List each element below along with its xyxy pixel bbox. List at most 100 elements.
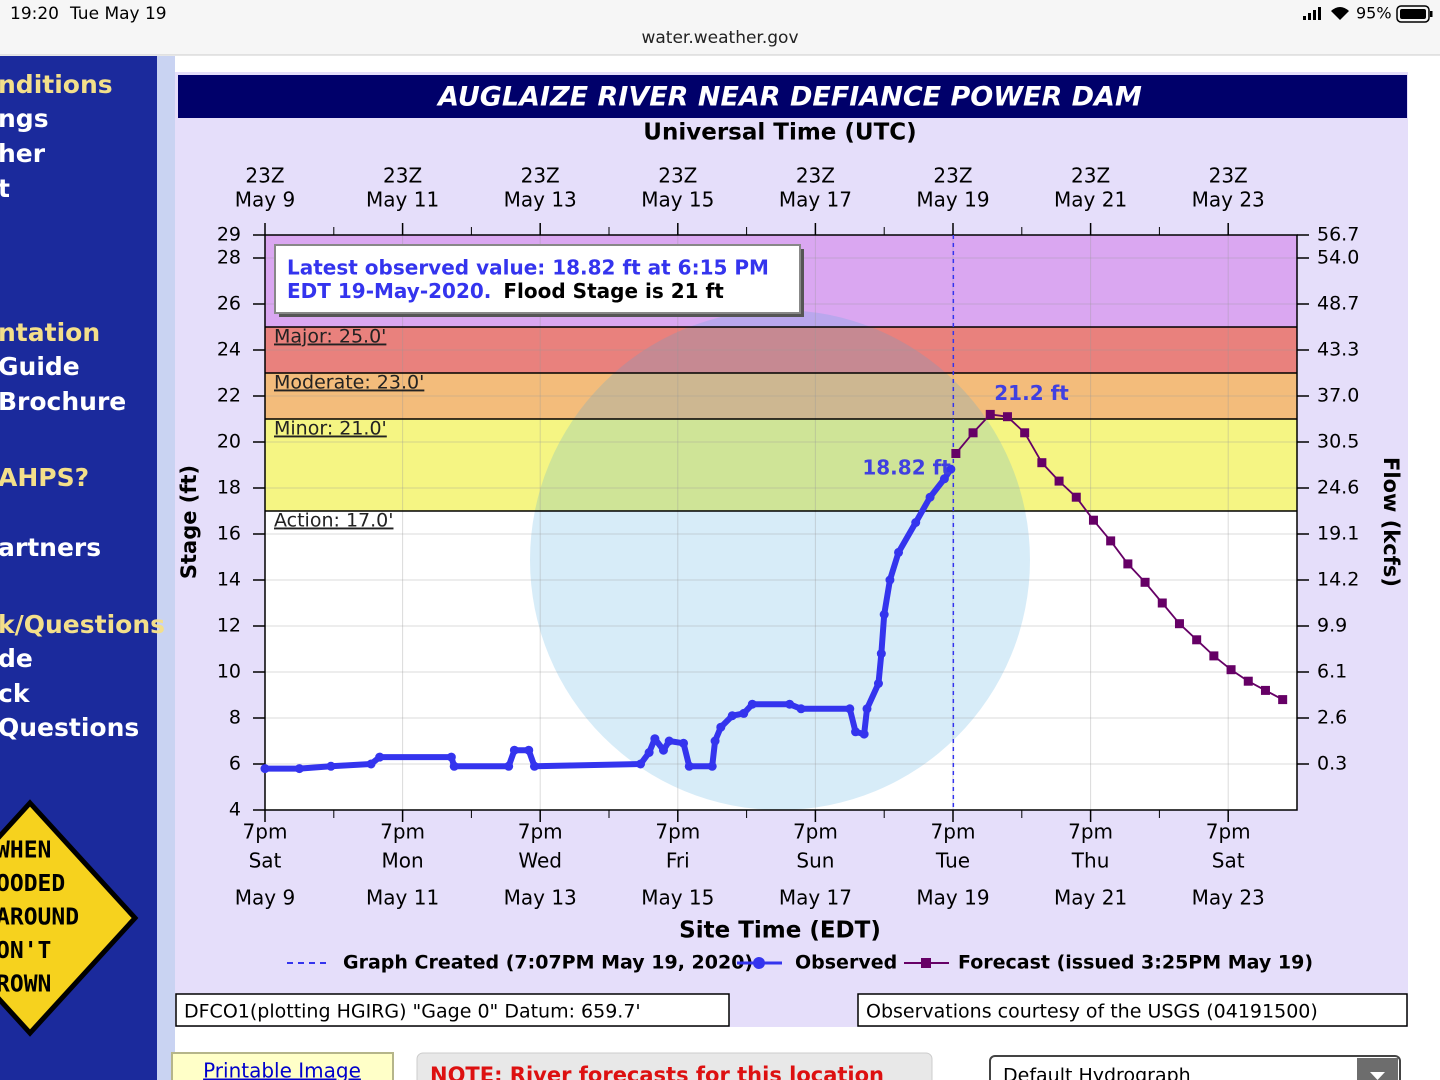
forecast-point [1243, 676, 1253, 686]
sign-line: ROWN [0, 972, 51, 998]
sidebar-link[interactable]: ngs [0, 104, 49, 133]
y2-tick-label: 14.2 [1317, 569, 1359, 591]
top-x-tick-label: May 9 [235, 188, 295, 212]
top-x-tick-label: May 21 [1054, 188, 1127, 212]
y-tick-label: 8 [229, 707, 241, 729]
chart-title: AUGLAIZE RIVER NEAR DEFIANCE POWER DAM [436, 82, 1142, 113]
forecast-point [1174, 619, 1184, 629]
select-arrow-box[interactable] [1357, 1058, 1398, 1080]
flood-label: Minor: 21.0' [274, 418, 387, 440]
observed-point [650, 734, 660, 744]
forecast-point [1054, 476, 1064, 486]
sidebar-links: nditions ngs her t ntation Guide Brochure AHPS?… [0, 70, 165, 742]
observed-point [873, 679, 883, 688]
info-date: EDT 19-May-2020. [287, 279, 491, 303]
sidebar-link[interactable]: ntation [0, 318, 100, 347]
x-tick-label: May 13 [504, 886, 577, 910]
sidebar-link[interactable]: AHPS? [0, 463, 89, 492]
battery-icon [1396, 5, 1433, 23]
y-tick-label: 16 [217, 523, 241, 545]
top-x-tick-label: May 13 [504, 188, 577, 212]
info-line: Latest observed value: 18.82 ft at 6:15 … [287, 256, 769, 280]
sign-line: WHEN [0, 838, 51, 864]
footer-left-box [175, 993, 730, 1027]
sidebar-link[interactable]: ck [0, 679, 31, 708]
y2-tick-label: 24.6 [1317, 477, 1359, 499]
observed-point [524, 745, 534, 755]
x-tick-label: 7pm [518, 820, 563, 844]
url[interactable]: water.weather.gov [641, 28, 798, 48]
forecast-point [1002, 412, 1012, 422]
y-tick-label: 6 [229, 753, 241, 775]
sign-line: AROUND [0, 905, 79, 931]
plot: Major: 25.0' Moderate: 23.0' Minor: 21.0' A… [217, 164, 1360, 974]
sidebar-gutter [157, 56, 175, 1080]
flood-label: Action: 17.0' [274, 510, 393, 532]
y2-tick-label: 37.0 [1317, 385, 1359, 407]
forecast-point [1140, 577, 1150, 587]
observed-point [636, 759, 646, 769]
observed-point [684, 761, 694, 771]
x-tick-label: 7pm [1206, 820, 1251, 844]
info-box [274, 244, 801, 314]
top-x-tick-label: May 23 [1192, 188, 1265, 212]
printable-link[interactable]: Printable Image [203, 1059, 361, 1080]
y2-tick-label: 19.1 [1317, 523, 1359, 545]
flood-stage: Flood Stage is 21 ft [503, 279, 724, 303]
sidebar-link[interactable]: t [0, 174, 10, 203]
observed-point [504, 761, 514, 771]
top-axis-label: Universal Time (UTC) [643, 120, 916, 146]
forecast-point [968, 428, 978, 438]
forecast-point [1209, 651, 1219, 661]
x-tick-label: Wed [518, 849, 562, 873]
observed-point [375, 752, 385, 762]
observed-point [294, 764, 304, 774]
observed-point [939, 474, 949, 484]
observed-point [679, 738, 689, 748]
forecast-point [985, 409, 995, 419]
x-tick-label: May 11 [366, 886, 439, 910]
legend-label: Observed [795, 952, 897, 974]
observed-point [747, 699, 757, 709]
observed-point [509, 745, 519, 755]
status-bar [0, 0, 1440, 55]
forecast-point [1192, 635, 1202, 645]
observed-point [710, 736, 720, 746]
wifi-icon [1331, 7, 1349, 20]
observed-point [845, 704, 855, 714]
forecast-point [1123, 559, 1133, 569]
footer-right: Observations courtesy of the USGS (04191… [866, 1001, 1318, 1023]
observed-point [879, 610, 889, 619]
sidebar-link[interactable]: k/Questions [0, 610, 165, 639]
y-axis-label: Stage (ft) [177, 465, 201, 579]
sidebar-link[interactable]: Guide [0, 352, 80, 381]
sidebar-link[interactable]: Brochure [0, 387, 126, 416]
x-tick-label: 7pm [931, 820, 976, 844]
forecast-point [1071, 492, 1081, 502]
forecast-point [951, 449, 961, 458]
sidebar-link[interactable]: artners [0, 533, 101, 562]
x-tick-label: Sat [1212, 849, 1245, 873]
sidebar-link[interactable]: her [0, 139, 46, 168]
x-tick-label: Thu [1071, 849, 1110, 873]
note-text: NOTE: River forecasts for this location [430, 1063, 884, 1080]
sidebar-link[interactable]: Questions [0, 713, 139, 742]
x-tick-label: May 19 [916, 886, 989, 910]
sidebar-link[interactable]: nditions [0, 70, 113, 99]
footer-left: DFCO1(plotting HGIRG) "Gage 0" Datum: 65… [184, 1001, 641, 1023]
observed-point [946, 464, 956, 474]
plot-frame [264, 234, 1298, 811]
observed-point [664, 736, 674, 746]
select-arrow [1370, 1072, 1385, 1080]
y2-axis-label: Flow (kcfs) [1379, 457, 1403, 587]
sidebar-link[interactable]: de [0, 644, 33, 673]
y2-tick-label: 48.7 [1317, 293, 1359, 315]
observed-point [851, 727, 861, 737]
top-x-tick-label: 23Z [1071, 164, 1110, 188]
y2-tick-label: 2.6 [1317, 707, 1347, 729]
hydrograph-select[interactable] [989, 1055, 1401, 1080]
x-tick-label: Sat [249, 849, 282, 873]
printable-button[interactable] [171, 1052, 394, 1080]
top-x-tick-label: May 11 [366, 188, 439, 212]
